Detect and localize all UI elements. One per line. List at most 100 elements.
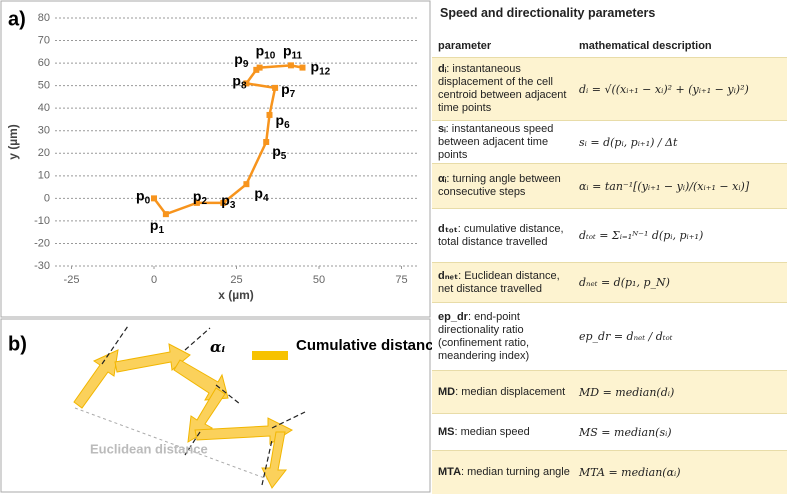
point-label: p6 [276,112,291,131]
point-prefix: p [254,185,263,201]
point-prefix: p [311,58,320,74]
point-prefix: p [276,112,285,128]
panel-a-border [0,0,431,318]
y-tick-label: -10 [34,215,50,227]
point-index: 7 [290,89,296,100]
direction-lines [101,325,306,486]
table-row: MS: median speed MS = median(sᵢ) [432,413,787,450]
point [256,64,263,71]
point [243,181,250,188]
table-row: dₙₑₜ: Euclidean distance, net distance t… [432,262,787,302]
y-tick-label: -20 [34,237,50,249]
point-index: 11 [292,50,303,61]
point-prefix: p [193,188,202,204]
formula-cell: ep_dr = dₙₑₜ / dₜₒₜ [579,330,673,343]
point-index: 0 [145,195,151,206]
point-prefix: p [221,192,230,208]
legend-label: Cumulative distance [296,337,432,354]
parameter-name: MTA [438,466,462,478]
parameter-cell: MTA: median turning angle [432,466,573,479]
parameter-cell: dₜₒₜ: cumulative distance, total distanc… [432,223,573,249]
point [272,84,279,91]
point [266,111,273,118]
table-row: dₜₒₜ: cumulative distance, total distanc… [432,208,787,262]
arrow [187,387,226,443]
table-row: MTA: median turning angle MTA = median(αᵢ… [432,450,787,494]
point-label: p8 [232,72,247,91]
parameter-name: dₙₑₜ [438,269,459,282]
point-index: 6 [284,120,290,131]
parameter-text: : cumulative distance, total distance tr… [438,222,564,248]
parameter-text: : median turning angle [461,466,570,478]
parameter-cell: MD: median displacement [432,386,573,399]
euclidean-line [74,407,271,481]
table-row: dᵢ: instantaneous displacement of the ce… [432,57,787,120]
point-index: 2 [201,196,207,207]
point-index: 8 [241,80,247,91]
arrow [73,349,119,409]
dash [184,431,201,456]
point-index: 9 [243,58,249,69]
point [162,211,169,218]
point-prefix: p [136,187,145,203]
point-label: p3 [221,192,236,211]
point-label: p1 [150,217,165,236]
x-tick-label: 50 [313,274,325,286]
point-prefix: p [281,81,290,97]
formula-cell: MTA = median(αᵢ) [579,466,681,479]
y-tick-label: 80 [38,12,50,24]
point [253,66,260,73]
point-prefix: p [234,51,243,67]
panel-label: a) [8,8,26,30]
parameter-name: dᵢ [438,63,447,75]
point-prefix: p [256,42,265,58]
dash [184,327,211,351]
point-prefix: p [150,217,159,233]
point [220,199,227,206]
y-tick-label: -30 [34,260,50,272]
table-title: Speed and directionality parameters [440,6,656,20]
point-label: p5 [272,143,287,162]
table-row: sᵢ: instantaneous speed between adjacent… [432,120,787,163]
y-tick-label: 40 [38,102,50,114]
point-label: p9 [234,51,249,70]
parameter-text: : instantaneous displacement of the cell… [438,63,567,114]
point-index: 4 [263,193,269,204]
parameter-text: : turning angle between consecutive step… [438,173,561,198]
parameter-name: ep_dr [438,310,468,323]
diagram: b) αᵢ Cumulative distance Euclidean dist… [8,325,432,489]
point-prefix: p [283,42,292,58]
parameter-text: : end-point directionality ratio (confin… [438,310,530,362]
parameter-text: : median displacement [455,385,566,398]
parameter-cell: sᵢ: instantaneous speed between adjacent… [432,123,573,162]
parameter-name: MS [438,425,455,438]
panel-b-border [0,318,431,493]
point-label: p0 [136,187,151,206]
formula-cell: αᵢ = tan⁻¹[(yᵢ₊₁ − yᵢ)/(xᵢ₊₁ − xᵢ)] [579,179,750,193]
dash [271,411,306,429]
legend-swatch [252,351,288,360]
point-label: p4 [254,185,269,204]
table-row: ep_dr: end-point directionality ratio (c… [432,302,787,370]
formula-cell: dₙₑₜ = d(p₁, p_N) [579,276,670,289]
x-tick-label: 25 [230,274,242,286]
point-prefix: p [272,143,281,159]
point [287,62,294,69]
parameter-text: : median speed [454,425,530,438]
arrow [261,431,288,489]
point-label: p11 [283,42,303,61]
y-tick-label: 50 [38,80,50,92]
parameter-text: : Euclidean distance, net distance trave… [438,269,560,295]
formula-cell: MS = median(sᵢ) [579,425,672,439]
point-label: p2 [193,188,208,207]
parameter-table: Speed and directionality parameters para… [432,0,787,494]
y-tick-label: 20 [38,147,50,159]
point-index: 12 [319,66,331,77]
point-label: p7 [281,81,296,100]
header-cell: mathematical description [579,40,712,52]
point [193,199,200,206]
euclidean-label: Euclidean distance [90,441,208,456]
angle-label: αᵢ [210,338,226,356]
parameter-name: αᵢ [438,173,447,185]
point [151,195,157,202]
